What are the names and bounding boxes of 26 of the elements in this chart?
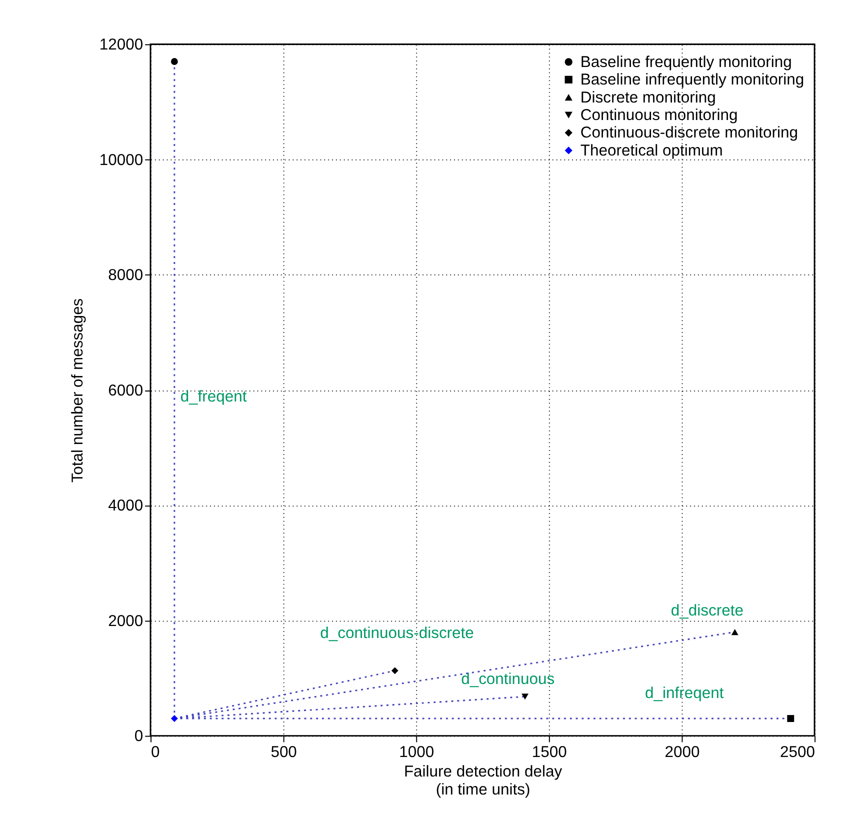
x-tick-label: 2500 xyxy=(780,744,816,761)
y-tick-label: 4000 xyxy=(108,498,144,515)
y-tick-label: 10000 xyxy=(99,152,144,169)
y-tick-label: 0 xyxy=(134,728,144,746)
legend-label: Discrete monitoring xyxy=(580,89,716,106)
legend-label: Continuous-discrete monitoring xyxy=(580,124,798,142)
x-tick-label: 500 xyxy=(270,744,298,761)
annotation: d_freqent xyxy=(180,388,248,406)
annotation: d_infreqent xyxy=(645,684,724,702)
x-tick-label: 1000 xyxy=(399,744,434,761)
y-axis-title: Total number of messages xyxy=(70,298,87,483)
legend-label: Continuous monitoring xyxy=(580,106,738,124)
y-tick-label: 8000 xyxy=(108,267,144,284)
y-tick-label: 2000 xyxy=(108,612,144,630)
x-tick-label: 0 xyxy=(151,744,160,761)
annotation: d_continuous xyxy=(461,670,555,688)
annotation: d_continuous-discrete xyxy=(320,625,474,642)
legend-label: Baseline frequently monitoring xyxy=(580,54,792,71)
legend-label: Baseline infrequently monitoring xyxy=(580,72,804,89)
annotation: d_discrete xyxy=(670,602,744,620)
x-tick-label: 1500 xyxy=(532,744,568,761)
x-axis-title: Failure detection delay (in time units) xyxy=(404,764,562,798)
y-tick-label: 6000 xyxy=(108,382,144,400)
x-tick-label: 2000 xyxy=(664,744,700,761)
y-tick-label: 12000 xyxy=(99,36,144,54)
legend-label: Theoretical optimum xyxy=(580,142,723,160)
